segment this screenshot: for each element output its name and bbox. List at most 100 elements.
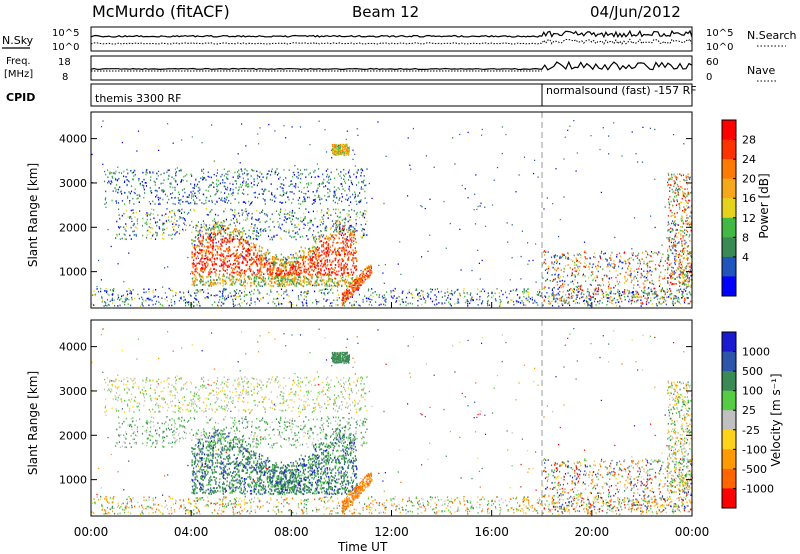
power-cell <box>285 273 287 276</box>
power-cell <box>586 257 588 260</box>
power-cell <box>351 285 353 287</box>
power-cell <box>120 191 122 193</box>
power-cell <box>130 185 133 187</box>
power-cell <box>218 301 220 304</box>
power-cell <box>684 299 686 302</box>
power-cell <box>226 264 228 267</box>
power-cell <box>227 233 229 236</box>
power-cell <box>311 221 313 223</box>
power-cell <box>317 272 319 275</box>
power-cell <box>357 284 359 287</box>
power-cell <box>334 285 337 287</box>
power-cell <box>354 279 356 281</box>
power-cell <box>340 171 342 173</box>
power-cell <box>253 180 255 183</box>
power-cell <box>303 281 305 284</box>
power-cell <box>230 283 232 285</box>
power-cell <box>175 232 177 234</box>
power-cell <box>286 258 288 261</box>
power-cell <box>105 201 107 204</box>
power-cell <box>291 283 293 286</box>
power-cell <box>324 263 326 266</box>
power-cell <box>245 259 247 261</box>
power-cell <box>324 294 326 297</box>
power-cell <box>275 210 278 212</box>
power-cell <box>239 256 241 259</box>
power-cell <box>607 285 610 288</box>
power-cell <box>222 264 224 267</box>
power-cell <box>329 302 332 305</box>
power-cell <box>579 297 581 300</box>
power-cell <box>678 274 680 276</box>
power-cell <box>348 169 350 171</box>
power-cell <box>624 295 626 298</box>
power-cell <box>430 291 432 293</box>
power-cell <box>338 253 340 256</box>
power-cell <box>242 212 244 214</box>
power-cell <box>300 282 302 285</box>
power-cell <box>293 174 295 176</box>
power-cell <box>239 183 242 186</box>
power-cell <box>241 269 243 271</box>
power-cell <box>209 279 212 282</box>
power-cell <box>323 214 325 217</box>
power-cell <box>106 304 108 307</box>
power-cell <box>341 145 343 148</box>
power-cell <box>337 173 340 175</box>
power-cell <box>238 240 240 242</box>
power-cell <box>215 245 217 247</box>
power-cell <box>636 274 639 276</box>
power-cell <box>554 294 557 297</box>
power-cell <box>219 231 221 234</box>
power-cell <box>492 295 495 297</box>
power-cell <box>315 280 318 283</box>
power-cell <box>355 288 358 291</box>
power-cell <box>564 265 567 267</box>
power-cell <box>190 202 192 204</box>
power-cell <box>544 269 547 272</box>
power-cell <box>312 191 314 193</box>
power-cell <box>272 277 274 280</box>
power-cell <box>366 267 369 270</box>
power-cell <box>679 285 681 287</box>
power-cell <box>204 297 206 299</box>
power-cell <box>307 273 310 276</box>
power-cell <box>212 219 214 222</box>
power-cell <box>247 268 249 270</box>
power-cell <box>296 278 298 281</box>
power-cell <box>285 275 287 277</box>
power-cell <box>216 169 219 171</box>
power-cell <box>269 269 271 272</box>
power-cell <box>237 171 239 173</box>
power-cell <box>547 270 549 272</box>
power-cell <box>568 289 571 291</box>
power-cell <box>364 213 366 215</box>
power-cell <box>192 239 194 242</box>
power-cell <box>275 170 277 172</box>
power-cell <box>350 180 352 182</box>
power-cell <box>361 281 363 283</box>
power-cell <box>183 222 185 224</box>
power-cell <box>322 181 324 183</box>
power-cell <box>630 275 632 278</box>
power-cell <box>348 148 350 150</box>
power-cell <box>363 216 366 219</box>
power-cell <box>164 298 166 300</box>
power-cell <box>323 263 325 266</box>
power-cell <box>124 303 126 306</box>
power-cell <box>358 282 360 285</box>
power-cell <box>232 237 235 239</box>
power-cell <box>318 284 320 286</box>
power-cell <box>208 176 210 178</box>
power-cell <box>211 239 214 241</box>
power-cell <box>341 150 343 153</box>
power-cell <box>602 279 604 281</box>
power-cell <box>661 288 664 291</box>
power-cell <box>348 154 350 156</box>
power-cell <box>576 286 579 288</box>
power-cell <box>609 301 611 303</box>
power-cell <box>640 302 642 304</box>
power-cell <box>287 278 289 281</box>
power-cell <box>174 189 176 191</box>
power-cell <box>211 233 214 236</box>
